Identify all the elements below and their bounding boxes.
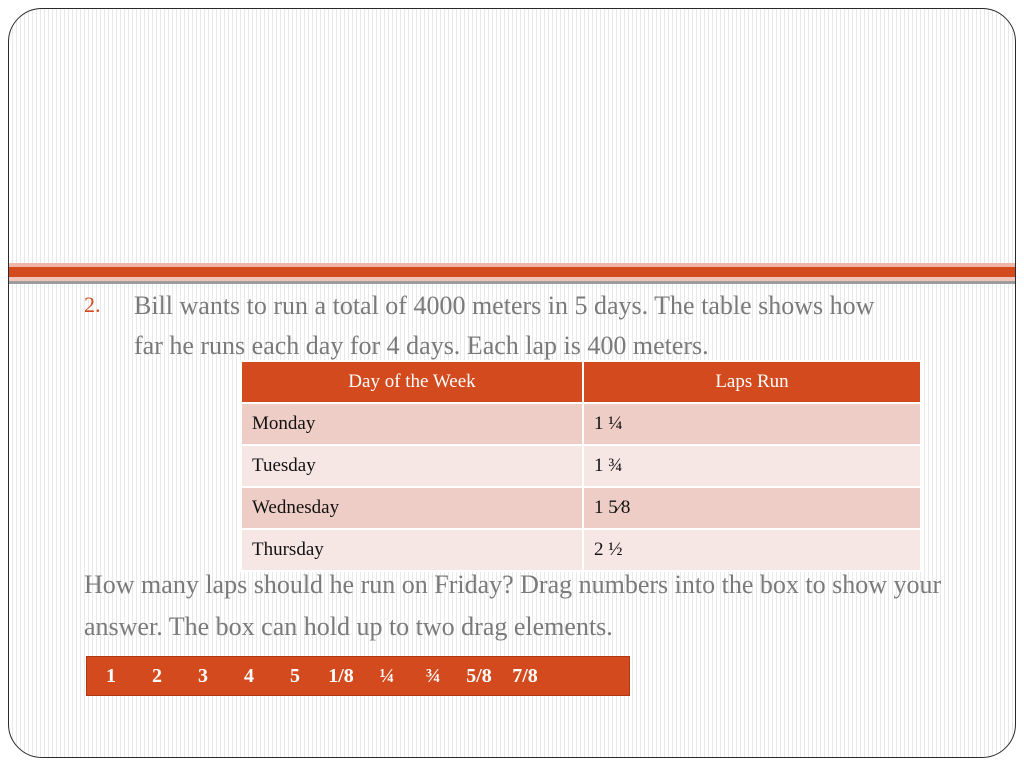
drag-tile-one-quarter[interactable]: ¼ [379, 664, 395, 687]
drag-tile-1[interactable]: 1 [106, 664, 116, 687]
drag-tile-one-eighth[interactable]: 1/8 [328, 664, 354, 687]
cell-day: Thursday [240, 528, 584, 572]
table-row: Monday 1 ¼ [240, 402, 922, 446]
header-laps: Laps Run [582, 360, 922, 404]
divider-band-gray [9, 281, 1015, 284]
cell-laps: 1 5⁄8 [582, 486, 922, 530]
cell-laps: 1 ¼ [582, 402, 922, 446]
drag-tile-seven-eighths[interactable]: 7/8 [512, 664, 538, 687]
drag-tile-4[interactable]: 4 [244, 664, 254, 687]
cell-laps: 2 ½ [582, 528, 922, 572]
question-number: 2. [84, 292, 101, 317]
divider-band-accent [9, 267, 1015, 277]
table-header-row: Day of the Week Laps Run [240, 360, 922, 404]
drag-tile-bar: 1 2 3 4 5 1/8 ¼ ¾ 5/8 7/8 [86, 656, 630, 696]
table-row: Tuesday 1 ¾ [240, 444, 922, 488]
cell-day: Wednesday [240, 486, 584, 530]
table-row: Wednesday 1 5⁄8 [240, 486, 922, 530]
divider-band-pale [9, 277, 1015, 281]
divider-band-light [9, 263, 1015, 267]
cell-laps: 1 ¾ [582, 444, 922, 488]
cell-day: Tuesday [240, 444, 584, 488]
laps-table: Day of the Week Laps Run Monday 1 ¼ Tues… [240, 360, 922, 572]
drag-tile-5[interactable]: 5 [290, 664, 300, 687]
drag-tile-five-eighths[interactable]: 5/8 [466, 664, 492, 687]
drag-tile-three-quarters[interactable]: ¾ [425, 664, 441, 687]
cell-day: Monday [240, 402, 584, 446]
table-row: Thursday 2 ½ [240, 528, 922, 572]
question-text: Bill wants to run a total of 4000 meters… [134, 291, 875, 360]
drag-tile-2[interactable]: 2 [152, 664, 162, 687]
answer-prompt: How many laps should he run on Friday? D… [84, 570, 942, 641]
header-day: Day of the Week [240, 360, 584, 404]
drag-tile-3[interactable]: 3 [198, 664, 208, 687]
